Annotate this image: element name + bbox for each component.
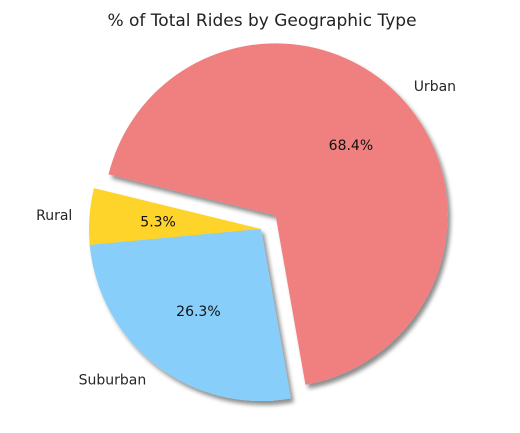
chart-title: % of Total Rides by Geographic Type [107,11,416,31]
pie-slice-urban [108,43,448,385]
slice-label-rural: Rural [36,208,72,224]
slice-percent-urban: 68.4% [329,138,373,154]
slice-label-urban: Urban [414,79,456,95]
pie-slice-suburban [89,229,291,402]
pie-labels: Urban 68.4% Rural 5.3% Suburban 26.3% [36,79,456,388]
slice-percent-rural: 5.3% [140,214,176,230]
pie-slice-rural [88,188,261,245]
slice-label-suburban: Suburban [79,372,147,388]
slice-percent-suburban: 26.3% [176,304,220,320]
pie-slices [88,43,448,402]
